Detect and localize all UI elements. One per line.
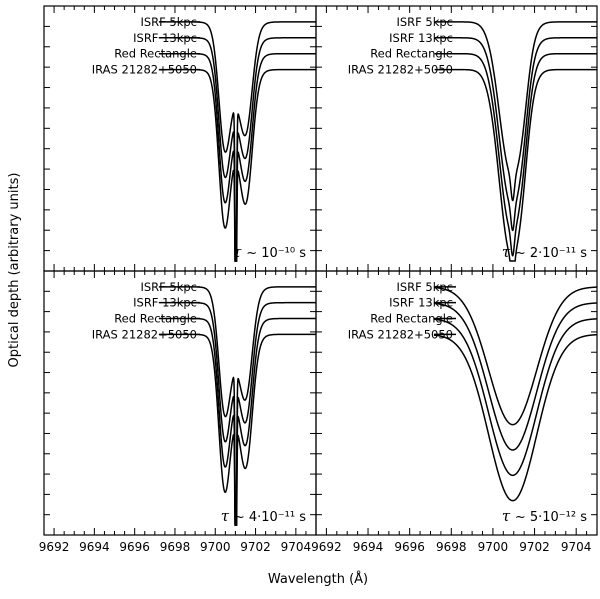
approx-sign: ~ <box>246 246 261 261</box>
series-line <box>434 52 597 257</box>
series-label: ISRF 13kpc <box>389 31 453 45</box>
x-tick-label: 9696 <box>119 540 150 554</box>
series-line <box>433 301 598 451</box>
series-line <box>433 286 598 426</box>
x-tick-label: 9700 <box>200 540 231 554</box>
series-label: ISRF 5kpc <box>396 280 453 294</box>
x-tick-label: 9704 <box>561 540 592 554</box>
series-line <box>434 37 597 232</box>
series-line <box>433 333 598 502</box>
series-line <box>434 21 597 202</box>
series-label: Red Rectangle <box>370 312 453 326</box>
series-label: ISRF 5kpc <box>396 15 453 29</box>
series-line <box>433 317 598 477</box>
series-line <box>158 333 316 526</box>
lifetime-value: 2·10⁻¹¹ s <box>530 246 587 261</box>
series-label: ISRF 5kpc <box>140 280 197 294</box>
lifetime-annotation: τ ~ 5·10⁻¹² s <box>502 507 587 525</box>
panel-bottom-right: 9692 9694 9696 9698 9700 9702 9704 ISRF 5kpc ISR… <box>311 270 598 554</box>
lifetime-annotation: τ ~ 4·10⁻¹¹ s <box>221 507 306 525</box>
series-line <box>158 301 316 526</box>
tau-symbol: τ <box>502 243 515 261</box>
series-line <box>158 37 316 262</box>
tau-symbol: τ <box>233 243 246 261</box>
lifetime-annotation: τ ~ 10⁻¹⁰ s <box>233 243 306 261</box>
y-axis-label: Optical depth (arbitrary units) <box>7 173 22 368</box>
lifetime-value: 10⁻¹⁰ s <box>261 246 306 261</box>
x-tick-label: 9700 <box>478 540 509 554</box>
series-line <box>158 52 316 262</box>
series-label: IRAS 21282+5050 <box>348 63 453 77</box>
series-line <box>434 68 597 262</box>
tau-symbol: τ <box>221 507 234 525</box>
series-label: Red Rectangle <box>114 47 197 61</box>
x-tick-label: 9694 <box>79 540 110 554</box>
series-label: IRAS 21282+5050 <box>92 327 197 341</box>
panel-frame <box>315 5 598 272</box>
series-label: ISRF 13kpc <box>133 296 197 310</box>
series-line <box>158 317 316 526</box>
lifetime-annotation: τ ~ 2·10⁻¹¹ s <box>502 243 587 261</box>
x-tick-label: 9702 <box>519 540 550 554</box>
series-line <box>158 68 316 262</box>
panel-top-left: ISRF 5kpc ISRF 13kpc Red Rectangle IRAS 212… <box>43 5 317 272</box>
x-tick-label: 9698 <box>160 540 191 554</box>
lifetime-value: 5·10⁻¹² s <box>530 510 587 525</box>
approx-sign: ~ <box>515 246 530 261</box>
series-label: IRAS 21282+5050 <box>348 327 453 341</box>
series-label: ISRF 13kpc <box>133 31 197 45</box>
panel-bottom-left: 9692 9694 9696 9698 9700 9702 9704 ISRF 5kpc ISR… <box>39 270 317 554</box>
series-label: IRAS 21282+5050 <box>92 63 197 77</box>
x-tick-label: 9692 <box>39 540 70 554</box>
series-label: ISRF 13kpc <box>389 296 453 310</box>
panel-top-right: ISRF 5kpc ISRF 13kpc Red Rectangle IRAS 212… <box>315 5 598 272</box>
panel-frame <box>315 270 598 536</box>
x-tick-label: 9692 <box>311 540 342 554</box>
series-label: Red Rectangle <box>370 47 453 61</box>
x-axis-label: Wavelength (Å) <box>268 571 368 587</box>
lifetime-value: 4·10⁻¹¹ s <box>249 510 306 525</box>
approx-sign: ~ <box>515 510 530 525</box>
x-tick-label: 9698 <box>436 540 467 554</box>
approx-sign: ~ <box>234 510 249 525</box>
tau-symbol: τ <box>502 507 515 525</box>
x-tick-label: 9704 <box>281 540 312 554</box>
series-label: Red Rectangle <box>114 312 197 326</box>
x-tick-label: 9702 <box>240 540 271 554</box>
x-tick-label: 9694 <box>353 540 384 554</box>
series-label: ISRF 5kpc <box>140 15 197 29</box>
x-tick-label: 9696 <box>394 540 425 554</box>
